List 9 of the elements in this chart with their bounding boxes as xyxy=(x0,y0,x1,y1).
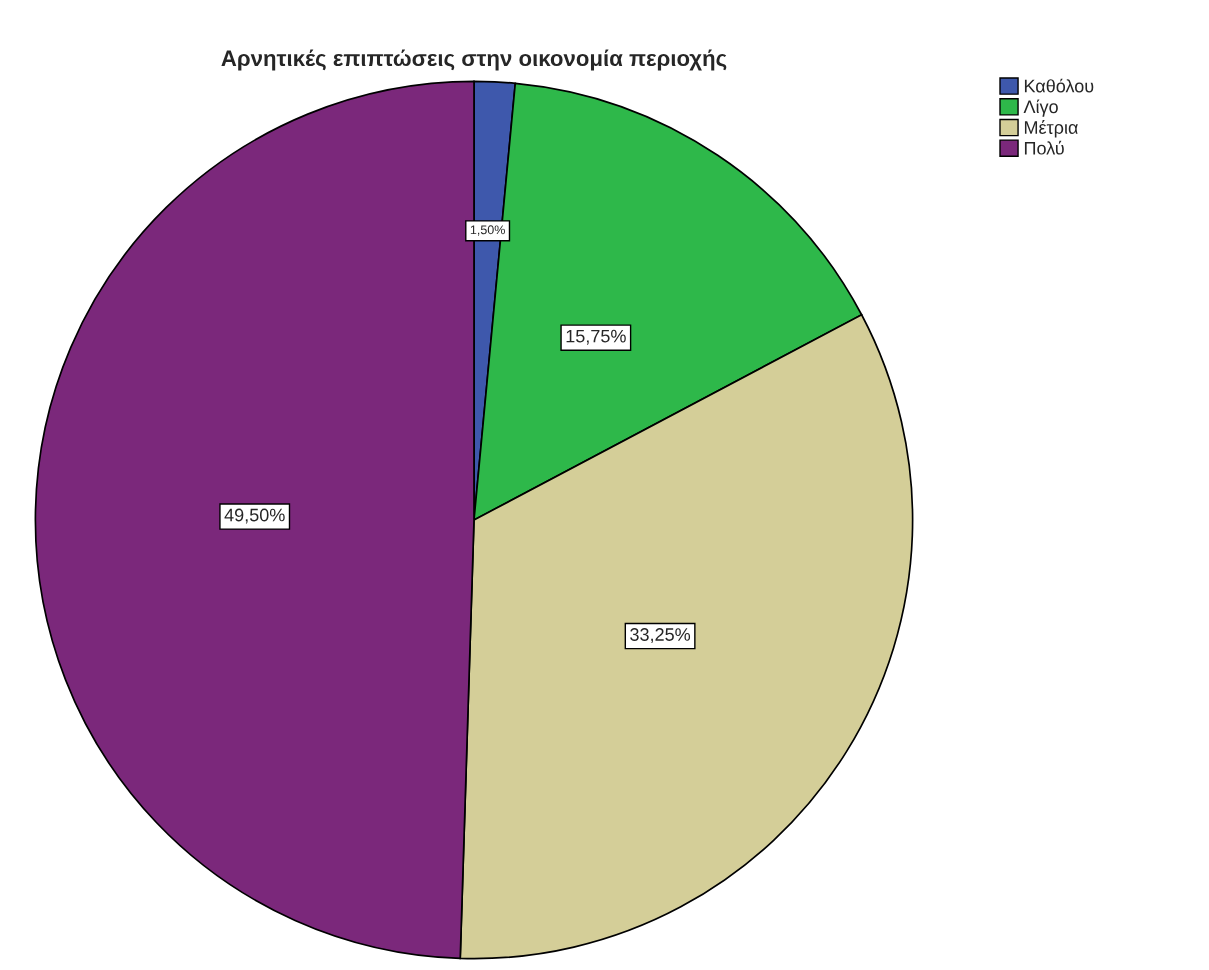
data-label: 1,50% xyxy=(470,225,505,236)
chart-title: Αρνητικές επιπτώσεις στην οικονομία περιοχής xyxy=(221,49,727,71)
legend-label: Πολύ xyxy=(1024,140,1064,155)
legend-label: Μέτρια xyxy=(1024,120,1078,138)
data-label: 49,50% xyxy=(224,508,285,524)
legend-label: Λίγο xyxy=(1023,99,1058,117)
legend-label: Καθόλου xyxy=(1024,78,1094,93)
data-label: 15,75% xyxy=(566,329,626,345)
data-label: 33,25% xyxy=(630,628,691,644)
